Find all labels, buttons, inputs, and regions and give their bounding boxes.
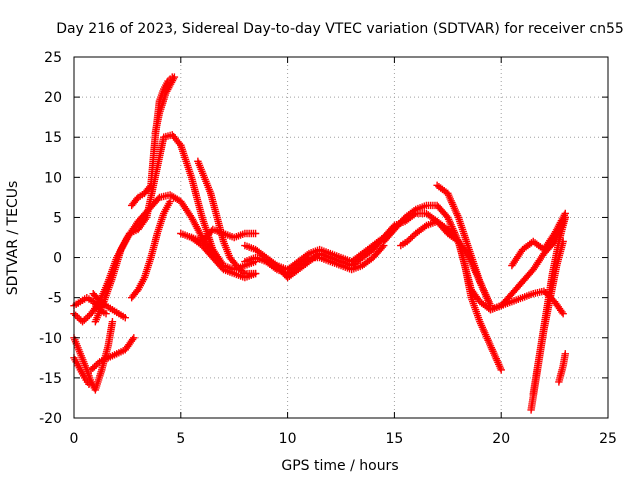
x-tick-label: 0 bbox=[70, 431, 79, 447]
x-tick-label: 15 bbox=[385, 431, 403, 447]
chart-title: Day 216 of 2023, Sidereal Day-to-day VTE… bbox=[56, 21, 624, 37]
ticks-layer: 0 5 10 15 20 25 -20 -15 -10 -5 0 5 10 15 20 25 bbox=[39, 50, 617, 447]
series-track-5 bbox=[87, 334, 138, 374]
data-point bbox=[559, 310, 567, 318]
series-track-9 bbox=[127, 73, 176, 210]
series-track-10 bbox=[151, 73, 179, 137]
series-track-24 bbox=[529, 213, 569, 398]
data-point bbox=[251, 269, 260, 278]
series-track-8 bbox=[127, 197, 174, 302]
series-track-13 bbox=[187, 233, 260, 282]
data-point bbox=[561, 213, 569, 222]
y-tick-label: 15 bbox=[44, 130, 62, 146]
data-point bbox=[251, 229, 260, 238]
data-point bbox=[170, 73, 179, 81]
y-tick-label: 20 bbox=[44, 90, 62, 106]
x-tick-label: 25 bbox=[599, 431, 617, 447]
data-point bbox=[166, 197, 174, 206]
y-tick-label: 0 bbox=[53, 251, 62, 267]
x-tick-label: 5 bbox=[176, 431, 185, 447]
y-tick-label: -20 bbox=[39, 411, 62, 427]
marks-layer bbox=[70, 73, 569, 414]
series-track-12 bbox=[194, 157, 260, 278]
series-track-16 bbox=[262, 241, 388, 278]
series-track-7 bbox=[91, 131, 260, 326]
x-tick-label: 10 bbox=[279, 431, 297, 447]
y-tick-label: 5 bbox=[53, 210, 62, 226]
series-track-15 bbox=[241, 233, 388, 274]
y-tick-label: -15 bbox=[39, 371, 62, 387]
y-tick-label: 10 bbox=[44, 170, 62, 186]
y-tick-label: -10 bbox=[39, 331, 62, 347]
data-point bbox=[561, 350, 569, 358]
data-point bbox=[102, 310, 110, 318]
x-axis-label: GPS time / hours bbox=[281, 458, 398, 474]
y-axis-label: SDTVAR / TECUs bbox=[5, 181, 21, 296]
series-track-25 bbox=[555, 350, 569, 386]
data-point bbox=[121, 314, 129, 322]
data-point bbox=[130, 334, 138, 342]
y-tick-label: -5 bbox=[48, 291, 62, 307]
data-point bbox=[108, 318, 117, 326]
plot-frame bbox=[73, 56, 609, 419]
x-tick-label: 20 bbox=[492, 431, 510, 447]
data-point bbox=[497, 366, 505, 374]
y-tick-label: 25 bbox=[44, 50, 62, 66]
series-track-20 bbox=[433, 181, 495, 310]
data-point bbox=[85, 380, 93, 389]
